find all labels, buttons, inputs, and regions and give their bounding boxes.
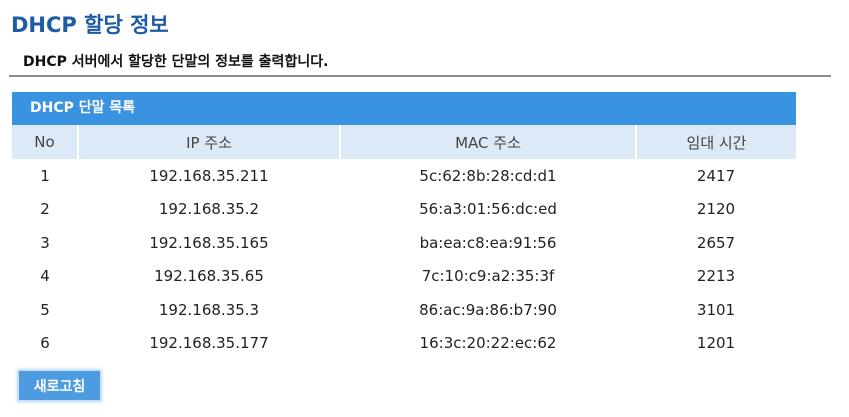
- table-row: 4 192.168.35.65 7c:10:c9:a2:35:3f 2213: [12, 260, 796, 294]
- cell-ip: 192.168.35.165: [149, 233, 269, 252]
- cell-mac: 7c:10:c9:a2:35:3f: [421, 267, 555, 286]
- table-row: 5 192.168.35.3 86:ac:9a:86:b7:90 3101: [12, 293, 796, 327]
- cell-lease-time: 2417: [696, 166, 736, 185]
- column-header-lease-time: 임대 시간: [635, 125, 796, 159]
- cell-no: 4: [40, 267, 50, 286]
- column-header-ip: IP 주소: [77, 125, 340, 159]
- table-row: 1 192.168.35.211 5c:62:8b:28:cd:d1 2417: [12, 159, 796, 193]
- cell-ip: 192.168.35.211: [149, 166, 269, 185]
- cell-mac: 16:3c:20:22:ec:62: [419, 334, 557, 353]
- column-header-no: No: [12, 125, 78, 159]
- cell-ip: 192.168.35.177: [149, 334, 269, 353]
- cell-lease-time: 3101: [696, 300, 736, 319]
- cell-no: 5: [40, 300, 50, 319]
- column-header-mac: MAC 주소: [339, 125, 636, 159]
- cell-mac: ba:ea:c8:ea:91:56: [419, 233, 557, 252]
- cell-no: 1: [40, 166, 50, 185]
- table-row: 2 192.168.35.2 56:a3:01:56:dc:ed 2120: [12, 193, 796, 227]
- cell-no: 3: [40, 233, 50, 252]
- divider: [9, 75, 831, 77]
- cell-lease-time: 2120: [696, 200, 736, 219]
- table-row: 3 192.168.35.165 ba:ea:c8:ea:91:56 2657: [12, 226, 796, 260]
- refresh-button[interactable]: 새로고침: [19, 371, 100, 400]
- cell-mac: 5c:62:8b:28:cd:d1: [419, 166, 557, 185]
- cell-mac: 56:a3:01:56:dc:ed: [419, 200, 557, 219]
- cell-no: 2: [40, 200, 50, 219]
- lease-list-panel: DHCP 단말 목록 No IP 주소 MAC 주소 임대 시간 1 19: [12, 92, 796, 360]
- page-description: DHCP 서버에서 할당한 단말의 정보를 출력합니다.: [23, 54, 329, 70]
- cell-mac: 86:ac:9a:86:b7:90: [419, 300, 557, 319]
- table-row: 6 192.168.35.177 16:3c:20:22:ec:62 1201: [12, 327, 796, 361]
- panel-header: DHCP 단말 목록: [12, 92, 796, 125]
- table-header-row: No IP 주소 MAC 주소 임대 시간: [12, 125, 796, 159]
- lease-table: No IP 주소 MAC 주소 임대 시간 1 192.168.35.211 5…: [12, 125, 796, 360]
- cell-no: 6: [40, 334, 50, 353]
- cell-ip: 192.168.35.2: [158, 200, 260, 219]
- cell-ip: 192.168.35.3: [158, 300, 260, 319]
- cell-lease-time: 2657: [696, 233, 736, 252]
- cell-ip: 192.168.35.65: [154, 267, 264, 286]
- page-title: DHCP 할당 정보: [11, 13, 169, 37]
- cell-lease-time: 1201: [696, 334, 736, 353]
- cell-lease-time: 2213: [696, 267, 736, 286]
